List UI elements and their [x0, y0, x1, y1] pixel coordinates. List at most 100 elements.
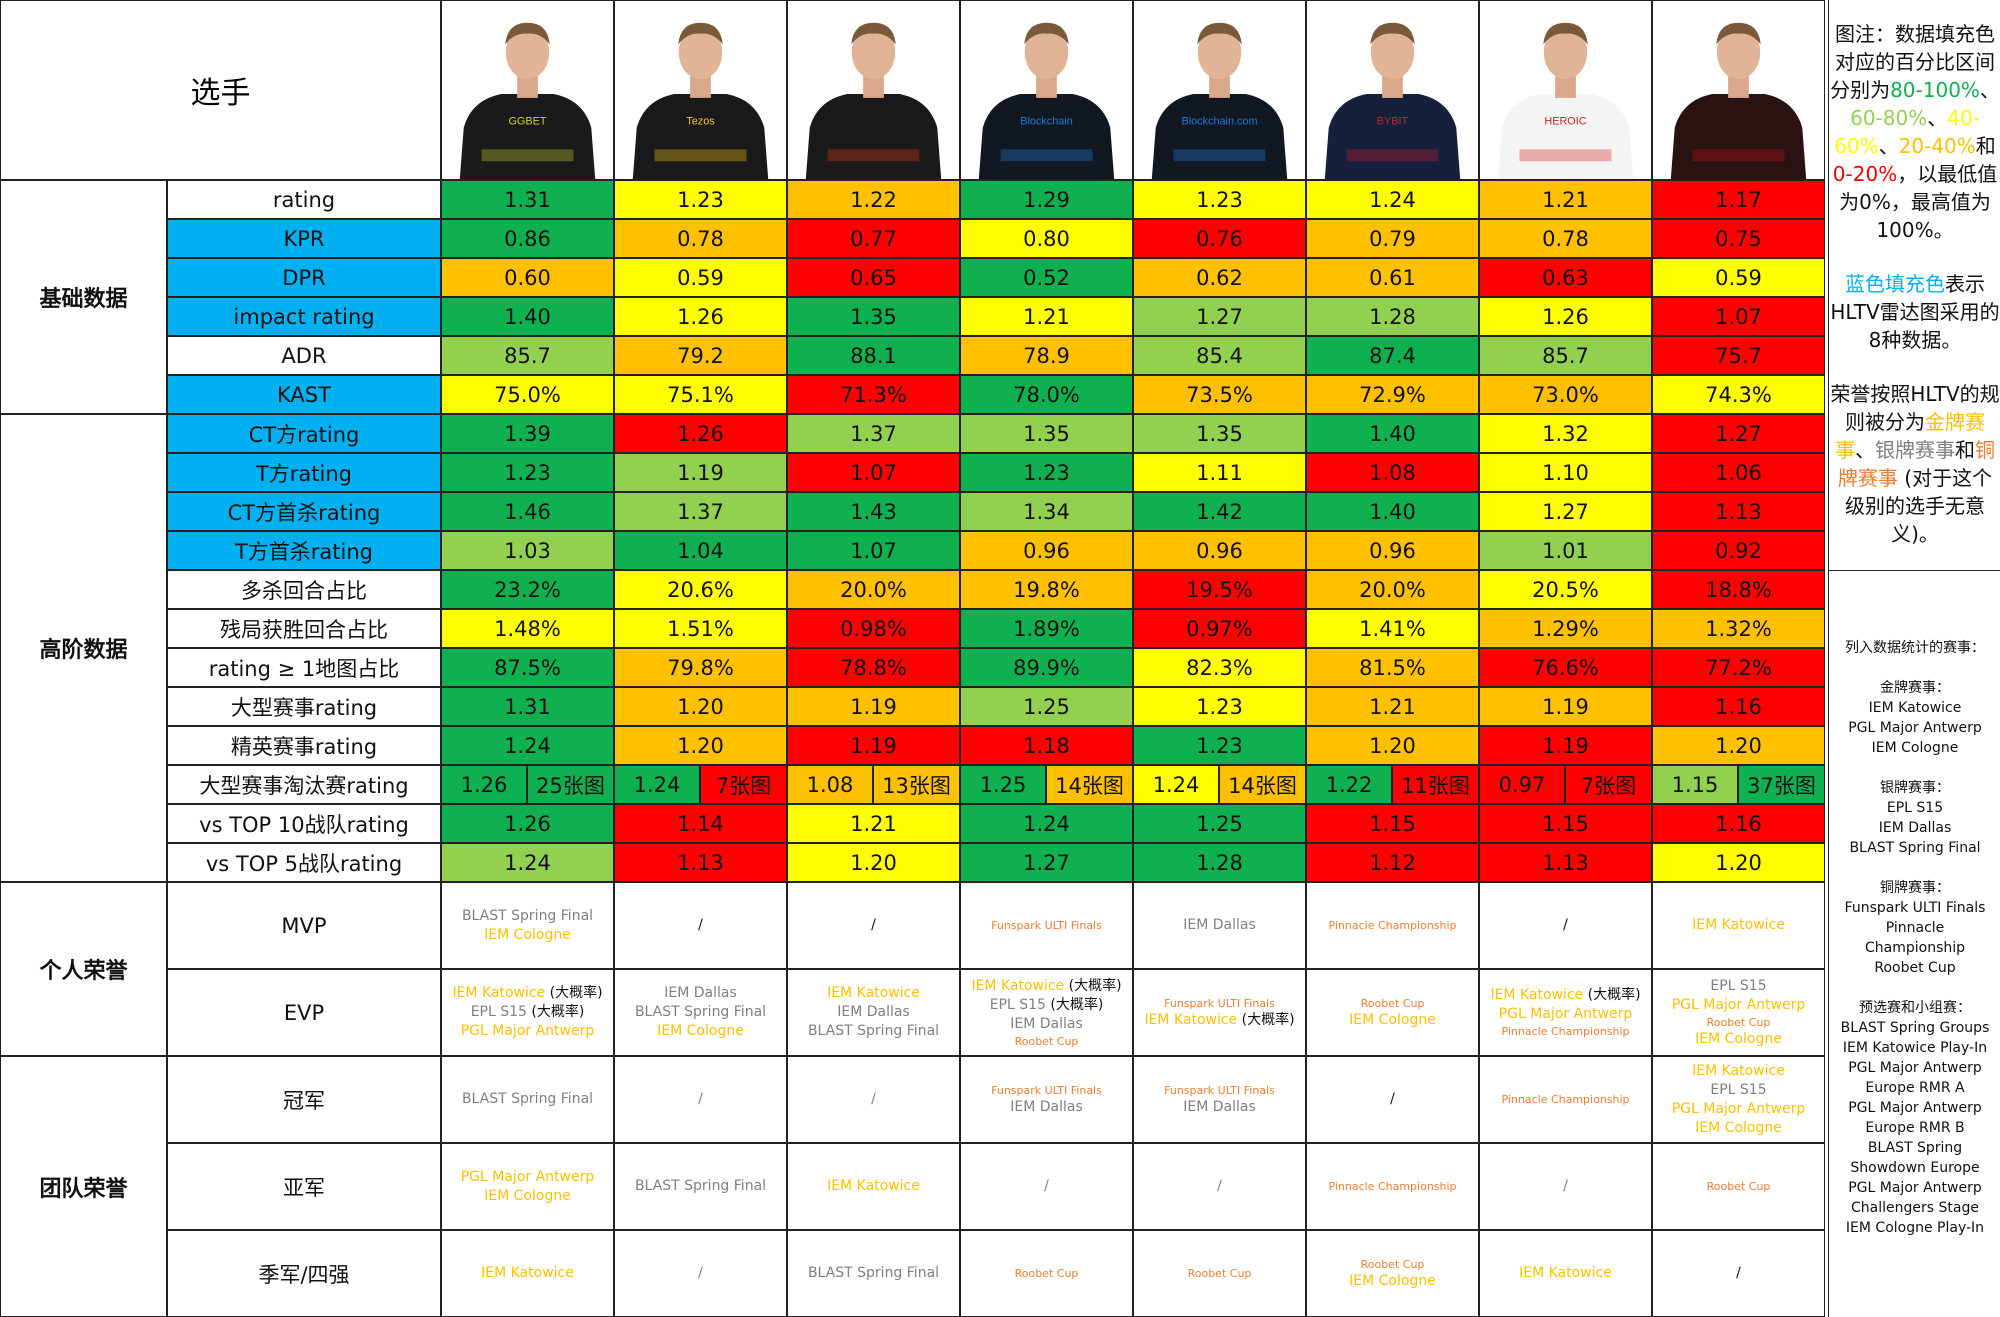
value-cell: 1.26: [614, 414, 787, 453]
honor-event-name: PGL Major Antwerp: [1498, 1006, 1633, 1022]
legend-gap: [1829, 658, 2000, 678]
honor-cell: BLAST Spring Final: [614, 1143, 787, 1230]
honor-event: IEM Katowice (大概率): [1490, 986, 1640, 1005]
probability-note: (大概率): [1583, 987, 1641, 1003]
legend-event-list: 列入数据统计的赛事： 金牌赛事： IEM Katowice PGL Major An…: [1829, 638, 2000, 1238]
honor-event: IEM Cologne: [657, 1022, 744, 1041]
honor-event: /: [1563, 1177, 1568, 1196]
value-cell: 0.75: [1652, 219, 1825, 258]
value-cell: 0.78: [614, 219, 787, 258]
honor-event: IEM Katowice (大概率): [1144, 1011, 1294, 1030]
value-cell: 1.51%: [614, 609, 787, 648]
value-cell: 0.61: [1306, 258, 1479, 297]
honor-event-name: IEM Dallas: [1010, 1098, 1083, 1115]
honor-event: BLAST Spring Final: [808, 1264, 939, 1283]
honor-event-name: /: [1044, 1178, 1049, 1194]
honor-event-name: Funspark ULTI Finals: [1164, 996, 1275, 1010]
jersey-sponsor-text: Blockchain: [1020, 116, 1073, 128]
value-cell: 1.15: [1652, 765, 1738, 804]
metric-label: rating ≥ 1地图占比: [167, 648, 441, 687]
honor-event-name: Funspark ULTI Finals: [991, 1083, 1102, 1097]
value-cell: 1.16: [1652, 687, 1825, 726]
honor-event-name: Roobet Cup: [1706, 1015, 1771, 1029]
legend-event-name: BLAST Spring: [1867, 1140, 1963, 1156]
honor-cell: Roobet Cup IEM Cologne: [1306, 969, 1479, 1056]
value-cell: 1.32: [1479, 414, 1652, 453]
honor-event: EPL S15 (大概率): [471, 1003, 585, 1022]
honor-event: IEM Dallas: [664, 984, 737, 1003]
metric-label: 多杀回合占比: [167, 570, 441, 609]
honor-event: IEM Cologne: [484, 1187, 571, 1206]
honor-event-name: IEM Katowice: [1692, 917, 1785, 933]
honor-event: IEM Katowice (大概率): [452, 984, 602, 1003]
honor-cell: Roobet Cup: [1133, 1230, 1306, 1317]
player-photo: HEROIC: [1479, 0, 1652, 180]
value-cell: 1.24: [441, 843, 614, 882]
honor-event-name: Roobet Cup: [1360, 1257, 1425, 1271]
value-cell: 79.2: [614, 336, 787, 375]
value-cell: 0.59: [614, 258, 787, 297]
legend-gap: [1829, 758, 2000, 778]
value-cell: 1.29%: [1479, 609, 1652, 648]
value-cell: 1.17: [1652, 180, 1825, 219]
value-cell: 85.7: [1479, 336, 1652, 375]
jersey-sponsor-text: Tezos: [686, 116, 715, 128]
value-cell: 20.0%: [1306, 570, 1479, 609]
honor-event: Roobet Cup: [1707, 1015, 1771, 1030]
honor-cell: PGL Major Antwerp IEM Cologne: [441, 1143, 614, 1230]
value-cell: 1.19: [787, 687, 960, 726]
player-photo: [787, 0, 960, 180]
honor-event: Funspark ULTI Finals: [1164, 1083, 1275, 1098]
legend-event-name: BLAST Spring Final: [1849, 840, 1981, 856]
legend-event-name: BLAST Spring Groups: [1840, 1020, 1990, 1036]
honor-cell: IEM Dallas: [1133, 882, 1306, 969]
value-cell: 1.21: [1479, 180, 1652, 219]
honor-cell: IEM Katowice IEM Dallas BLAST Spring Final: [787, 969, 960, 1056]
value-cell: 0.96: [1306, 531, 1479, 570]
honor-label: 冠军: [167, 1056, 441, 1143]
honor-event-name: /: [1563, 917, 1568, 933]
value-cell: 1.34: [960, 492, 1133, 531]
value-cell: 1.16: [1652, 804, 1825, 843]
value-cell: 1.13: [1479, 843, 1652, 882]
honor-event: Roobet Cup: [1361, 996, 1425, 1011]
value-cell: 78.9: [960, 336, 1133, 375]
player-photo: Blockchain.com: [1133, 0, 1306, 180]
honor-event: IEM Cologne: [1695, 1030, 1782, 1049]
legend-text-segment: 金牌赛事: [1835, 410, 1985, 462]
honor-event: IEM Katowice: [1692, 916, 1785, 935]
honor-event: Pinnacle Championship: [1501, 1024, 1629, 1039]
honor-cell: IEM Katowice: [787, 1143, 960, 1230]
value-cell: 1.23: [441, 453, 614, 492]
value-cell: 1.48%: [441, 609, 614, 648]
honor-cell: IEM Katowice (大概率) EPL S15 (大概率) IEM Dalla…: [960, 969, 1133, 1056]
honor-cell: /: [1479, 882, 1652, 969]
honor-cell: BLAST Spring Final: [441, 1056, 614, 1143]
honor-event-name: /: [698, 917, 703, 933]
honor-cell: IEM Katowice (大概率) EPL S15 (大概率) PGL Major…: [441, 969, 614, 1056]
value-cell: 1.31: [441, 687, 614, 726]
honor-event-name: IEM Katowice: [827, 1178, 920, 1194]
jersey-sponsor-text: GGBET: [508, 116, 546, 128]
honor-cell: IEM Katowice: [1652, 882, 1825, 969]
value-cell: 1.28: [1133, 843, 1306, 882]
map-count-cell: 14张图: [1046, 765, 1133, 804]
player-photo: BYBIT: [1306, 0, 1479, 180]
value-cell: 1.26: [441, 804, 614, 843]
honor-event: /: [1217, 1177, 1222, 1196]
legend-event-name: PGL Major Antwerp: [1848, 1180, 1982, 1196]
honor-event-name: IEM Cologne: [484, 1187, 571, 1204]
honor-event-name: EPL S15: [1710, 977, 1767, 994]
metric-label: impact rating: [167, 297, 441, 336]
legend-event-name: Pinnacle: [1885, 920, 1945, 936]
value-cell: 1.15: [1306, 804, 1479, 843]
honor-event: Pinnacle Championship: [1501, 1092, 1629, 1107]
value-cell: 1.23: [960, 453, 1133, 492]
value-cell: 1.35: [1133, 414, 1306, 453]
value-cell: 1.18: [960, 726, 1133, 765]
player-photo: GGBET: [441, 0, 614, 180]
honor-event: IEM Cologne: [1695, 1119, 1782, 1138]
legend-event-tier-title: 铜牌赛事：: [1880, 880, 1950, 896]
map-count-cell: 11张图: [1392, 765, 1479, 804]
honor-event-name: IEM Katowice: [827, 985, 920, 1001]
